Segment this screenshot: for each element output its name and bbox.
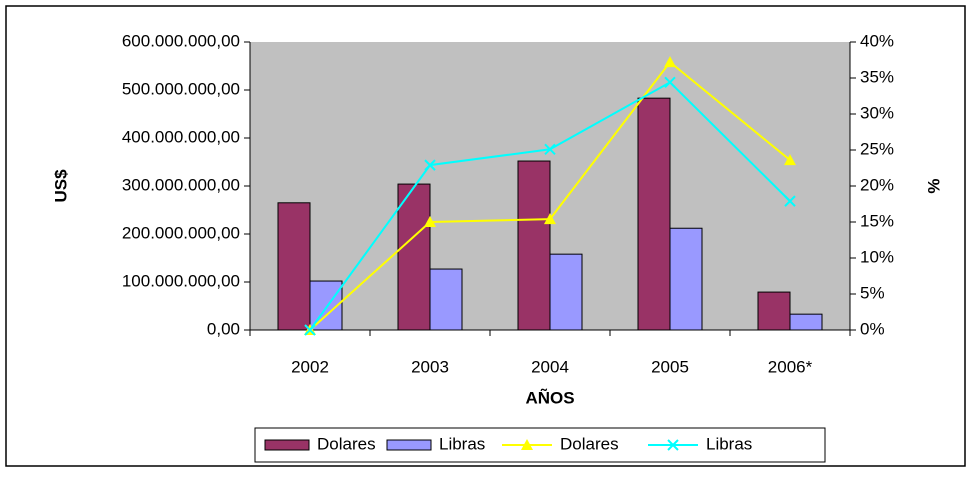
y2-tick-label: 40%: [860, 31, 894, 50]
bar: [397, 183, 431, 331]
y-tick-label: 500.000.000,00: [122, 79, 240, 98]
y-tick-label: 600.000.000,00: [122, 31, 240, 50]
y-tick-label: 200.000.000,00: [122, 223, 240, 242]
y-tick-label: 300.000.000,00: [122, 175, 240, 194]
y-axis-title: US$: [51, 169, 70, 203]
y2-axis-title: %: [924, 178, 943, 193]
bar: [277, 202, 311, 331]
y2-tick-label: 0%: [860, 319, 885, 338]
legend-label: Libras: [706, 434, 752, 453]
x-tick-label: 2006*: [768, 357, 813, 376]
line-marker: [664, 56, 676, 68]
bar: [789, 313, 823, 331]
line-marker: [521, 439, 533, 450]
line-marker: [544, 213, 556, 225]
y2-tick-label: 10%: [860, 247, 894, 266]
y2-tick-label: 30%: [860, 103, 894, 122]
y2-tick-label: 15%: [860, 211, 894, 230]
y-tick-label: 0,00: [207, 319, 240, 338]
line-marker: [664, 76, 676, 89]
legend-label: Dolares: [317, 434, 376, 453]
y-tick-label: 100.000.000,00: [122, 271, 240, 290]
legend-label: Dolares: [560, 434, 619, 453]
bar: [517, 160, 551, 331]
line-marker: [424, 216, 436, 227]
x-tick-label: 2002: [291, 357, 329, 376]
line-marker: [784, 195, 796, 207]
x-axis-title: AÑOS: [525, 387, 574, 407]
bar: [429, 268, 463, 331]
bar: [549, 253, 583, 331]
y2-tick-label: 5%: [860, 283, 885, 302]
line-marker: [544, 143, 556, 155]
line-marker: [424, 159, 436, 171]
bar: [757, 291, 791, 331]
line-marker: [304, 324, 316, 336]
x-tick-label: 2005: [651, 357, 689, 376]
legend-swatch: [386, 439, 432, 451]
legend-swatch: [264, 439, 310, 451]
x-tick-label: 2003: [411, 357, 449, 376]
y-tick-label: 400.000.000,00: [122, 127, 240, 146]
line-marker: [784, 154, 796, 166]
y2-tick-label: 25%: [860, 139, 894, 158]
bar: [637, 97, 671, 331]
y2-tick-label: 20%: [860, 175, 894, 194]
y2-tick-label: 35%: [860, 67, 894, 86]
x-tick-label: 2004: [531, 357, 569, 376]
legend-label: Libras: [439, 434, 485, 453]
bar: [669, 227, 703, 331]
line-marker: [667, 439, 679, 451]
